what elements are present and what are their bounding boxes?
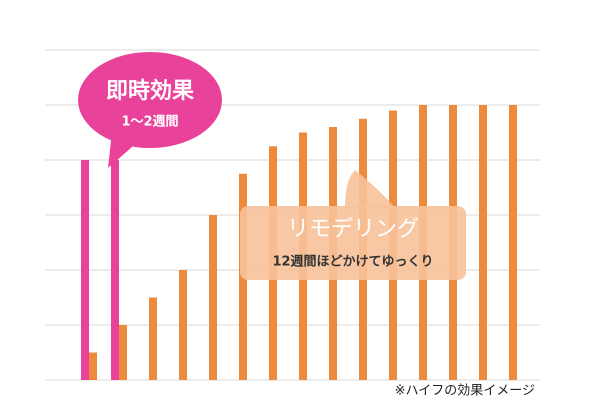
- remodel-title: リモデリング: [287, 217, 419, 242]
- note: ※ハイフの効果イメージ: [395, 384, 535, 399]
- bar: [111, 160, 119, 380]
- box-tail: [345, 170, 395, 208]
- bar: [81, 160, 89, 380]
- effect-title: 即時効果: [106, 78, 194, 104]
- box: [240, 206, 466, 280]
- bubble: [78, 52, 222, 148]
- bar: [119, 325, 127, 380]
- remodel-box: リモデリング 12週間ほどかけてゆっくり: [240, 170, 466, 280]
- bar: [149, 297, 157, 380]
- remodel-period: 12週間ほどかけてゆっくり: [272, 255, 433, 270]
- effect-bubble: 即時効果 1〜2週間: [78, 52, 222, 168]
- bar: [479, 105, 487, 380]
- effect-period: 1〜2週間: [121, 115, 178, 130]
- bar: [209, 215, 217, 380]
- bar: [179, 270, 187, 380]
- bar: [509, 105, 517, 380]
- bar: [89, 352, 97, 380]
